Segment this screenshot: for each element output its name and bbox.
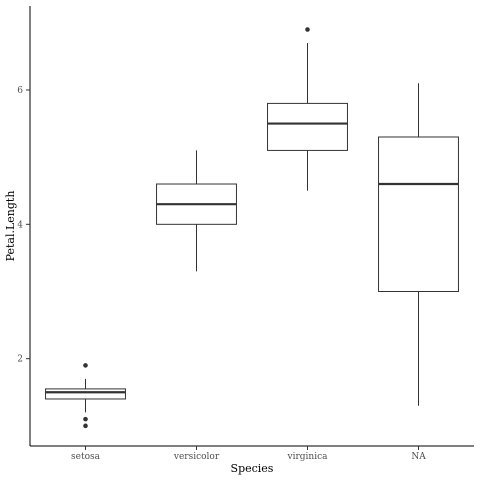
box-setosa (45, 363, 126, 429)
x-tick-label: versicolor (173, 452, 220, 462)
y-axis-ticks: 2 4 6 (17, 86, 30, 365)
plot-panel (45, 27, 459, 429)
box-NA (378, 83, 459, 406)
x-tick-label: setosa (71, 452, 101, 462)
x-tick-label: NA (411, 452, 426, 462)
x-tick-label: virginica (287, 452, 329, 462)
outlier-point (83, 363, 88, 368)
outlier-point (83, 416, 88, 422)
x-axis-ticks: setosa versicolor virginica NA (71, 446, 426, 462)
outlier-point (83, 423, 88, 429)
outlier-point (305, 27, 310, 32)
y-tick-label: 4 (17, 220, 23, 230)
y-axis-title: Petal.Length (4, 191, 17, 262)
interquartile-box (267, 102, 348, 151)
x-axis-title: Species (231, 462, 274, 475)
y-tick-label: 2 (17, 355, 23, 365)
interquartile-box (45, 388, 126, 400)
box-versicolor (156, 150, 237, 272)
interquartile-box (378, 136, 459, 292)
box-virginica (267, 27, 348, 191)
y-tick-label: 6 (17, 86, 23, 96)
